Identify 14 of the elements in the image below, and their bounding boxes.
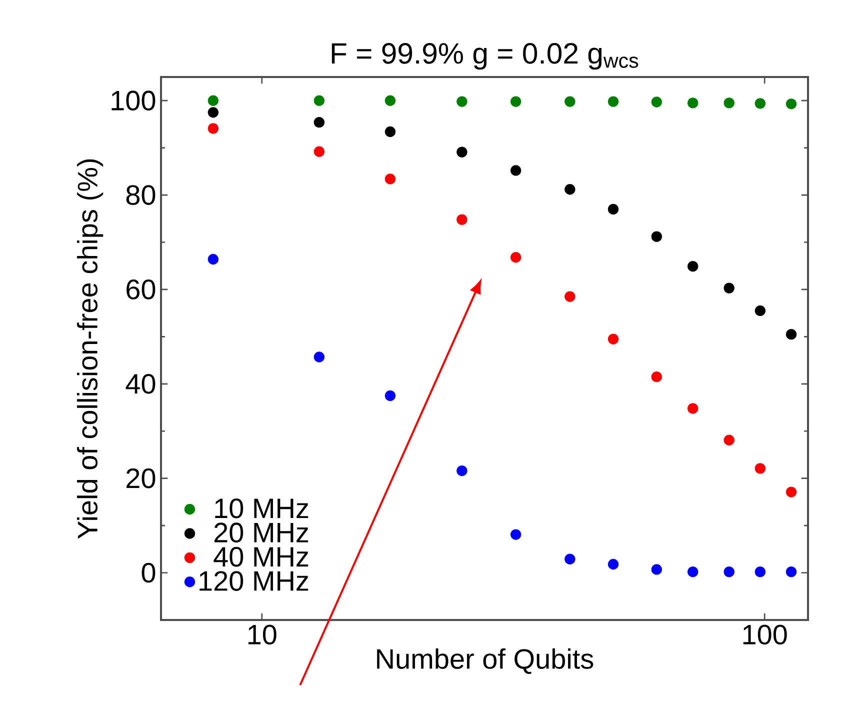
y-tick-label: 40 xyxy=(126,374,156,394)
legend-label: 120 MHz xyxy=(200,571,308,591)
chart-title: F = 99.9% g = 0.02 g$_{wcs}$ xyxy=(332,43,638,70)
legend-label: 10 MHz xyxy=(215,498,308,518)
y-tick-label: 80 xyxy=(126,185,156,205)
y-tick-label: 60 xyxy=(126,280,156,300)
x-axis-title: Number of Qubits xyxy=(377,648,594,674)
y-tick-label: 100 xyxy=(112,90,156,111)
y-tick-label: 0 xyxy=(142,562,156,583)
legend-label: 40 MHz xyxy=(214,546,308,567)
y-tick-label: 20 xyxy=(126,468,156,488)
y-axis-title: Yield of collision-free chips (%) xyxy=(77,159,104,539)
legend-label: 20 MHz xyxy=(214,522,308,543)
x-tick-label: 10 xyxy=(248,624,276,645)
